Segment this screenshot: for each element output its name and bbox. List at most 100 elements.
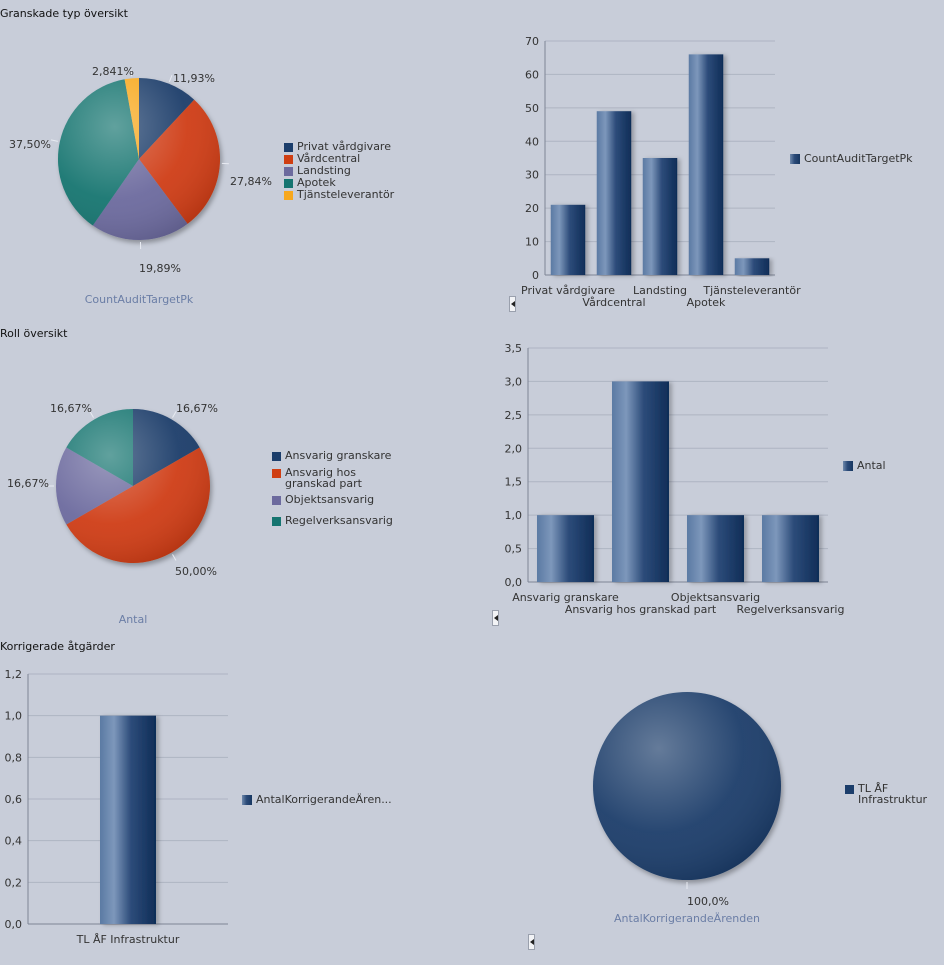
legend-swatch	[272, 469, 281, 478]
scroll-handle[interactable]	[509, 296, 516, 312]
y-tick-label: 3,5	[505, 342, 523, 355]
y-tick-label: 60	[525, 68, 539, 81]
legend-item[interactable]: Regelverksansvarig	[272, 515, 393, 526]
legend-item[interactable]: Vårdcentral	[284, 153, 394, 164]
bar-chart-audit-type: 0 10 20 30 40 50 60 70 Privat vårdgivareVårdcent…	[521, 35, 801, 309]
leader-line	[168, 75, 173, 82]
legend-label: CountAuditTargetPk	[804, 152, 913, 165]
legend-label: Ansvarig hos granskad part	[285, 466, 362, 490]
x-tick-label: Vårdcentral	[582, 296, 645, 309]
x-tick-label: Regelverksansvarig	[737, 603, 845, 616]
legend-audit-type: Privat vårdgivare Vårdcentral Landsting Apo…	[284, 141, 394, 201]
y-tick-label: 0	[532, 269, 539, 282]
x-tick-label: Apotek	[687, 296, 726, 309]
scroll-handle[interactable]	[492, 610, 499, 626]
legend-label: Objektsansvarig	[285, 493, 375, 506]
pie-caption: AntalKorrigerandeÄrenden	[614, 912, 760, 925]
y-tick-label: 1,0	[505, 509, 523, 522]
slice-percent-label: 2,841%	[92, 65, 134, 78]
legend-item[interactable]: Apotek	[284, 177, 394, 188]
legend-item[interactable]: Antal	[843, 459, 886, 472]
legend-item[interactable]: Landsting	[284, 165, 394, 176]
y-tick-label: 30	[525, 169, 539, 182]
y-tick-label: 2,5	[505, 409, 523, 422]
legend-swatch	[843, 461, 853, 471]
bar[interactable]	[612, 381, 669, 582]
x-tick-label: Privat vårdgivare	[521, 284, 615, 297]
bar[interactable]	[596, 111, 632, 275]
legend-label: Apotek	[297, 176, 336, 189]
y-tick-label: 20	[525, 202, 539, 215]
legend-bar-corrective: AntalKorrigerandeÄren...	[242, 793, 392, 807]
y-tick-label: 3,0	[505, 375, 523, 388]
y-tick-label: 0,0	[505, 576, 523, 589]
bar[interactable]	[687, 515, 744, 582]
pie-caption: CountAuditTargetPk	[85, 293, 194, 306]
legend-item[interactable]: Tjänsteleverantör	[284, 189, 394, 200]
y-tick-label: 0,6	[5, 793, 23, 806]
slice-percent-label: 16,67%	[7, 477, 49, 490]
bar[interactable]	[537, 515, 594, 582]
slice-percent-label: 19,89%	[139, 262, 181, 275]
leader-line	[172, 411, 177, 418]
bar-chart-corrective: 0,0 0,2 0,4 0,6 0,8 1,0 1,2 TL ÅF Infrastruktur	[5, 668, 228, 946]
pie-caption: Antal	[119, 613, 148, 626]
legend-label: TL ÅF Infrastruktur	[858, 782, 928, 806]
legend-item[interactable]: Objektsansvarig	[272, 494, 393, 505]
legend-swatch	[272, 452, 281, 461]
bar[interactable]	[642, 158, 678, 275]
legend-swatch	[242, 795, 252, 805]
pie-shine	[593, 692, 781, 880]
legend-item[interactable]: CountAuditTargetPk	[790, 152, 913, 165]
legend-bar-role: Antal	[843, 459, 886, 473]
y-tick-label: 40	[525, 135, 539, 148]
legend-swatch	[284, 191, 293, 200]
legend-label: Landsting	[297, 164, 351, 177]
legend-item[interactable]: AntalKorrigerandeÄren...	[242, 793, 392, 806]
x-tick-label: Objektsansvarig	[671, 591, 760, 604]
leader-line	[89, 411, 94, 418]
leader-line	[172, 554, 177, 561]
bar[interactable]	[100, 715, 156, 924]
y-tick-label: 0,4	[5, 835, 23, 848]
legend-item[interactable]: TL ÅF Infrastruktur	[845, 783, 927, 805]
y-tick-label: 1,0	[5, 710, 23, 723]
x-tick-label: Ansvarig hos granskad part	[565, 603, 717, 616]
legend-role: Ansvarig granskare Ansvarig hos granskad …	[272, 450, 393, 527]
legend-swatch	[284, 155, 293, 164]
pie-chart-corrective: 100,0% AntalKorrigerandeÄrenden	[593, 692, 781, 925]
slice-percent-label: 27,84%	[230, 175, 272, 188]
section-title-granskade: Granskade typ översikt	[0, 7, 128, 20]
x-tick-label: Landsting	[633, 284, 687, 297]
pie-shine	[56, 409, 210, 563]
y-tick-label: 1,5	[505, 476, 523, 489]
slice-percent-label: 37,50%	[9, 138, 51, 151]
legend-item[interactable]: Ansvarig granskare	[272, 450, 393, 461]
bar[interactable]	[550, 204, 586, 275]
legend-label: Regelverksansvarig	[285, 514, 393, 527]
leader-line	[50, 139, 59, 142]
bar[interactable]	[688, 54, 724, 275]
legend-label: Privat vårdgivare	[297, 140, 391, 153]
pie-chart-role: 16,67% 50,00% 16,67% 16,67% Antal	[7, 402, 218, 626]
y-tick-label: 0,5	[505, 543, 523, 556]
bar[interactable]	[762, 515, 819, 582]
legend-label: Tjänsteleverantör	[297, 188, 395, 201]
legend-label: AntalKorrigerandeÄren...	[256, 793, 392, 806]
slice-percent-label: 16,67%	[50, 402, 92, 415]
legend-bar-audit-type: CountAuditTargetPk	[790, 152, 913, 166]
slice-percent-label: 16,67%	[176, 402, 218, 415]
scroll-handle[interactable]	[528, 934, 535, 950]
legend-item[interactable]: Privat vårdgivare	[284, 141, 394, 152]
slice-percent-label: 11,93%	[173, 72, 215, 85]
bar[interactable]	[734, 258, 770, 275]
slice-percent-label: 50,00%	[175, 565, 217, 578]
legend-corrective: TL ÅF Infrastruktur	[845, 783, 927, 806]
x-tick-label: Tjänsteleverantör	[702, 284, 801, 297]
y-tick-label: 0,0	[5, 918, 23, 931]
legend-item[interactable]: Ansvarig hos granskad part	[272, 467, 393, 489]
legend-swatch	[845, 785, 854, 794]
legend-swatch	[272, 496, 281, 505]
y-tick-label: 50	[525, 102, 539, 115]
legend-label: Vårdcentral	[297, 152, 361, 165]
